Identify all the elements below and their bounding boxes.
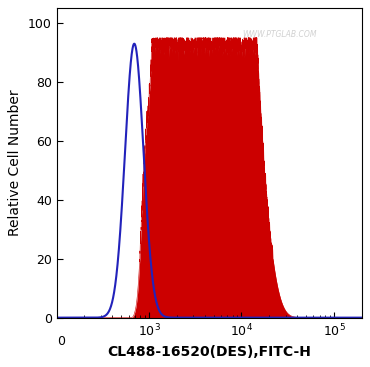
Text: 0: 0 [57,335,65,348]
Text: WWW.PTGLAB.COM: WWW.PTGLAB.COM [242,30,317,39]
X-axis label: CL488-16520(DES),FITC-H: CL488-16520(DES),FITC-H [107,345,311,359]
Y-axis label: Relative Cell Number: Relative Cell Number [9,90,22,236]
